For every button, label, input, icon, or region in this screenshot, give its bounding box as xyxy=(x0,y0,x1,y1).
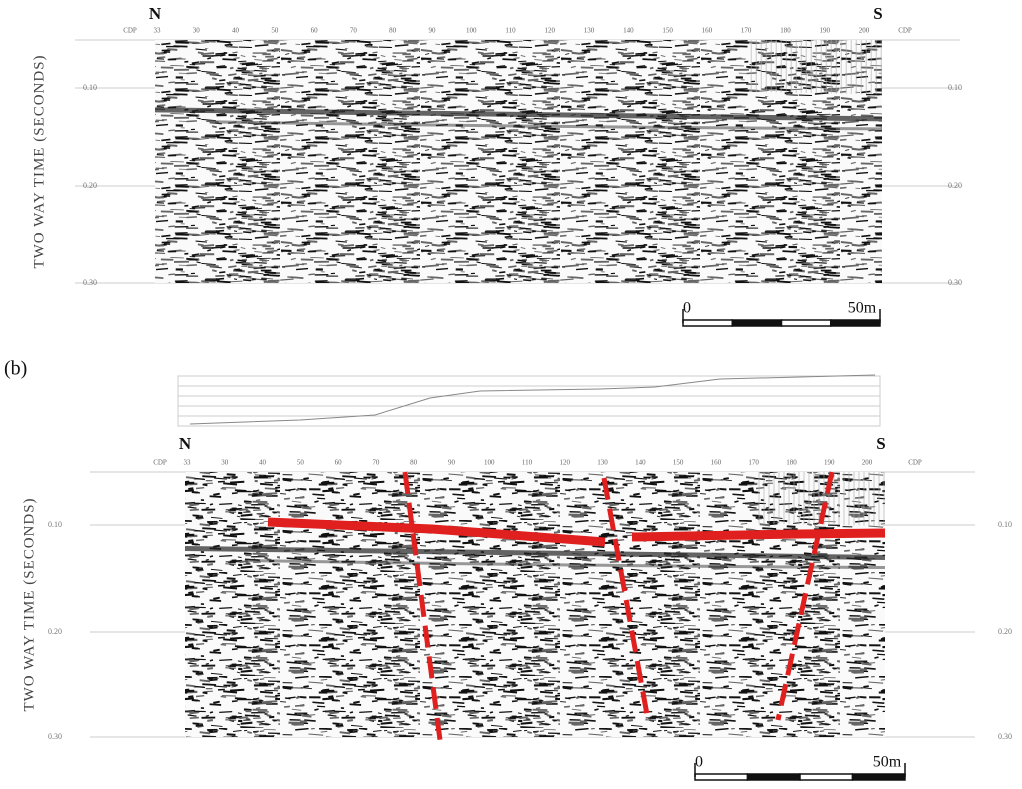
cdp-number: 110 xyxy=(505,27,516,35)
elevation-line xyxy=(189,374,876,425)
cdp-number: 150 xyxy=(662,27,673,35)
reflector xyxy=(154,107,883,122)
scale-bar-segment xyxy=(694,773,749,781)
north-label: N xyxy=(149,4,162,23)
cdp-number: 170 xyxy=(748,459,759,467)
elevation-profile xyxy=(177,374,881,427)
time-tick-label: 0.20 xyxy=(948,181,962,190)
time-tick-label: 0.30 xyxy=(948,278,962,287)
panel-label: (b) xyxy=(4,358,27,380)
time-tick-label: 0.10 xyxy=(83,83,97,92)
reflector xyxy=(184,546,886,560)
time-tick-label: 0.30 xyxy=(48,732,62,741)
seismic-section xyxy=(155,40,882,283)
time-tick-label: 0.10 xyxy=(998,520,1012,529)
scale-bar-segment xyxy=(746,773,801,781)
cdp-number: 80 xyxy=(389,27,397,35)
profile-frame xyxy=(177,375,881,427)
cdp-label: CDP xyxy=(123,27,137,35)
cdp-number: 140 xyxy=(635,459,646,467)
cdp-number: 120 xyxy=(545,27,556,35)
fault-line xyxy=(775,471,835,721)
scale-bar-start: 0 xyxy=(695,754,703,771)
cdp-number: 120 xyxy=(560,459,571,467)
scale-bar-start: 0 xyxy=(683,300,691,317)
seismic-section xyxy=(185,472,885,737)
scale-bar-end: 50m xyxy=(873,754,902,771)
cdp-number: 50 xyxy=(297,459,305,467)
cdp-number: 70 xyxy=(372,459,380,467)
cdp-label: CDP xyxy=(153,459,167,467)
cdp-number: 40 xyxy=(232,27,240,35)
time-tick-label: 0.20 xyxy=(998,627,1012,636)
cdp-number: 160 xyxy=(702,27,713,35)
cdp-number: 33 xyxy=(184,459,192,467)
scale-bar-segment xyxy=(731,319,783,327)
cdp-number: 100 xyxy=(466,27,477,35)
cdp-number: 130 xyxy=(584,27,595,35)
time-tick-label: 0.10 xyxy=(948,83,962,92)
cdp-number: 30 xyxy=(221,459,229,467)
cdp-number: 200 xyxy=(859,27,870,35)
cdp-number: 160 xyxy=(711,459,722,467)
scale-bar-segment xyxy=(851,773,906,781)
horizon-line xyxy=(631,528,886,542)
interpretation xyxy=(267,471,886,741)
time-tick-label: 0.30 xyxy=(998,732,1012,741)
time-tick-label: 0.10 xyxy=(48,520,62,529)
horizon-line xyxy=(267,517,606,547)
cdp-number: 190 xyxy=(824,459,835,467)
cdp-number: 90 xyxy=(448,459,456,467)
south-label: S xyxy=(876,434,885,453)
cdp-label: CDP xyxy=(898,27,912,35)
cdp-number: 100 xyxy=(484,459,495,467)
cdp-number: 60 xyxy=(311,27,319,35)
north-label: N xyxy=(179,434,192,453)
cdp-number: 60 xyxy=(335,459,343,467)
cdp-number: 70 xyxy=(350,27,358,35)
cdp-number: 40 xyxy=(259,459,267,467)
reflector xyxy=(244,559,886,569)
cdp-number: 180 xyxy=(786,459,797,467)
cdp-number: 90 xyxy=(428,27,436,35)
scale-bar-segment xyxy=(799,773,854,781)
cdp-label: CDP xyxy=(908,459,922,467)
axis-title: TWO WAY TIME (SECONDS) xyxy=(21,497,37,711)
cdp-number: 80 xyxy=(410,459,418,467)
cdp-number: 200 xyxy=(862,459,873,467)
scale-bar-segment xyxy=(682,319,733,327)
cdp-number: 180 xyxy=(780,27,791,35)
time-tick-label: 0.30 xyxy=(83,278,97,287)
scale-bar-segment xyxy=(830,319,881,327)
axis-title: TWO WAY TIME (SECONDS) xyxy=(31,54,47,268)
cdp-number: 33 xyxy=(154,27,162,35)
reflector xyxy=(214,120,883,131)
cdp-number: 30 xyxy=(193,27,201,35)
cdp-number: 170 xyxy=(741,27,752,35)
fault-line xyxy=(601,477,651,721)
fault-line xyxy=(402,471,443,741)
cdp-number: 140 xyxy=(623,27,634,35)
cdp-number: 190 xyxy=(819,27,830,35)
time-tick-label: 0.20 xyxy=(48,627,62,636)
cdp-number: 150 xyxy=(673,459,684,467)
time-tick-label: 0.20 xyxy=(83,181,97,190)
cdp-number: 110 xyxy=(522,459,533,467)
scale-bar-end: 50m xyxy=(848,300,877,317)
south-label: S xyxy=(873,4,882,23)
cdp-number: 50 xyxy=(271,27,279,35)
scale-bar-segment xyxy=(780,319,832,327)
cdp-number: 130 xyxy=(597,459,608,467)
